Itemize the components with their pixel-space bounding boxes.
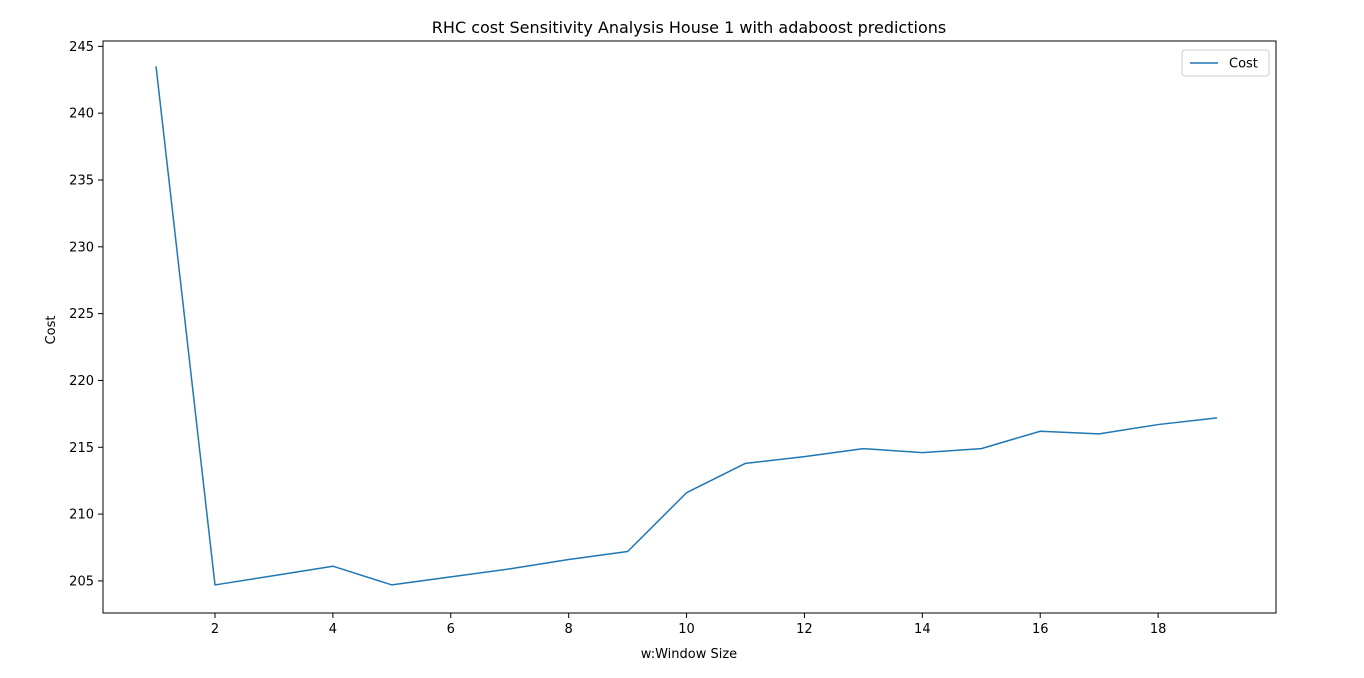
plot-frame [102,40,1277,614]
y-tick-label: 210 [69,508,94,523]
y-tick-label: 205 [69,574,94,589]
y-tick-label: 230 [69,240,94,255]
x-tick-label: 14 [914,622,931,637]
y-tick-label: 245 [69,40,94,55]
x-tick-label: 8 [565,622,573,637]
plot-area [102,40,1277,614]
y-axis-label: Cost [44,316,59,345]
x-axis: 2 4 6 8 10 12 14 16 18 [211,613,1167,637]
y-tick-label: 215 [69,441,94,456]
x-tick-label: 4 [329,622,337,637]
y-tick-label: 240 [69,107,94,122]
x-tick-label: 2 [211,622,219,637]
legend: Cost [1181,49,1270,77]
y-tick-label: 235 [69,173,94,188]
x-tick-label: 18 [1150,622,1167,637]
x-axis-label: w:Window Size [641,647,737,662]
legend-label: Cost [1229,57,1258,72]
chart-title: RHC cost Sensitivity Analysis House 1 wi… [432,18,946,37]
x-tick-label: 16 [1032,622,1049,637]
y-axis: 205 210 215 220 225 230 235 240 245 [69,40,103,589]
series-line-cost [155,66,1218,586]
y-tick-label: 225 [69,307,94,322]
y-tick-label: 220 [69,374,94,389]
x-tick-label: 12 [796,622,813,637]
legend-box [1181,49,1270,77]
x-tick-label: 6 [447,622,455,637]
x-tick-label: 10 [678,622,695,637]
